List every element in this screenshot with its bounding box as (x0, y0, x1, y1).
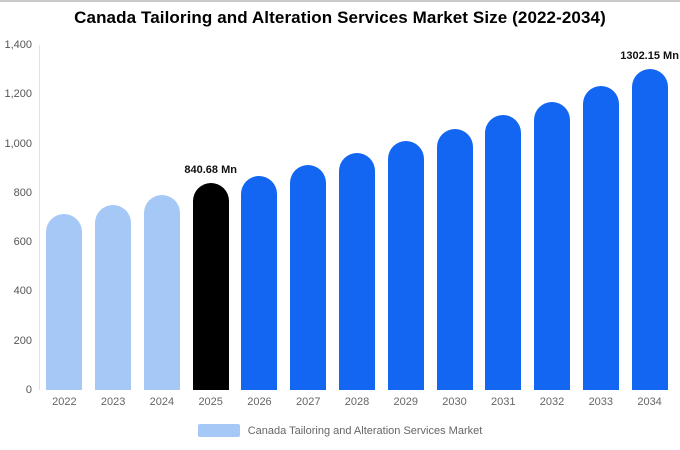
x-label-2028: 2028 (344, 396, 370, 408)
bar-2034: 1302.15 Mn (620, 50, 679, 390)
y-tick-0: 0 (25, 384, 32, 396)
y-axis: 0 200 400 600 800 1,000 1,200 1,400 (0, 39, 34, 396)
page-title: Canada Tailoring and Alteration Services… (74, 8, 606, 27)
bar-slot-2027 (284, 45, 333, 390)
bar-2023 (95, 205, 132, 390)
bar-2029 (387, 141, 424, 390)
bar-slot-2030 (430, 45, 479, 390)
bar-value-label-2034: 1302.15 Mn (620, 50, 679, 63)
x-axis: 2022 2023 2024 2025 2026 2027 2028 2029 2030 2031… (40, 396, 674, 408)
x-label-2030: 2030 (442, 396, 467, 408)
bar-slot-2032 (528, 45, 577, 390)
legend: Canada Tailoring and Alteration Services… (0, 424, 680, 437)
y-tick-800: 800 (13, 186, 32, 199)
bar-slot-2022 (40, 45, 89, 390)
bar-2030 (436, 128, 473, 390)
x-label-2023: 2023 (100, 396, 126, 408)
bar-slot-2033 (576, 45, 625, 390)
bar-2027 (290, 164, 327, 390)
x-label-2029: 2029 (393, 396, 418, 408)
bar-value-label-2025: 840.68 Mn (184, 163, 237, 176)
legend-swatch (197, 424, 240, 437)
x-label-2034: 2034 (637, 396, 662, 408)
y-tick-1000: 1,000 (4, 137, 32, 150)
x-label-2026: 2026 (247, 396, 272, 408)
bars: 840.68 Mn 1302.15 Mn (40, 45, 679, 390)
top-divider (0, 0, 680, 2)
y-tick-1400: 1,400 (4, 39, 32, 51)
x-label-2025: 2025 (198, 396, 223, 408)
bar-slot-2023 (89, 45, 138, 390)
bar-slot-2029 (381, 45, 430, 390)
y-axis-line (39, 45, 40, 390)
bar-2033 (582, 85, 619, 390)
bar-2025: 840.68 Mn (184, 164, 237, 390)
plot-area: 840.68 Mn 1302.15 Mn (40, 45, 679, 390)
bar-2024 (143, 195, 180, 390)
x-label-2032: 2032 (539, 396, 565, 408)
x-label-2031: 2031 (491, 396, 516, 408)
x-label-2022: 2022 (52, 396, 77, 408)
bar-slot-2031 (479, 45, 528, 390)
legend-label: Canada Tailoring and Alteration Services… (247, 424, 483, 437)
bar-2028 (338, 153, 375, 390)
y-tick-400: 400 (13, 285, 32, 298)
bar-slot-2026 (235, 45, 284, 390)
bar-2032 (534, 101, 571, 390)
x-label-2027: 2027 (295, 396, 321, 408)
x-label-2024: 2024 (149, 396, 175, 408)
y-tick-200: 200 (13, 334, 32, 347)
y-tick-1200: 1,200 (4, 88, 32, 101)
bar-2031 (485, 115, 522, 390)
bar-2022 (46, 213, 83, 390)
bar-slot-2024 (138, 45, 187, 390)
y-tick-600: 600 (13, 236, 32, 249)
x-label-2033: 2033 (588, 396, 614, 408)
bar-slot-2025: 840.68 Mn (184, 45, 237, 390)
bar-2026 (241, 175, 278, 390)
bar-slot-2028 (333, 45, 382, 390)
bar-slot-2034: 1302.15 Mn (620, 45, 679, 390)
